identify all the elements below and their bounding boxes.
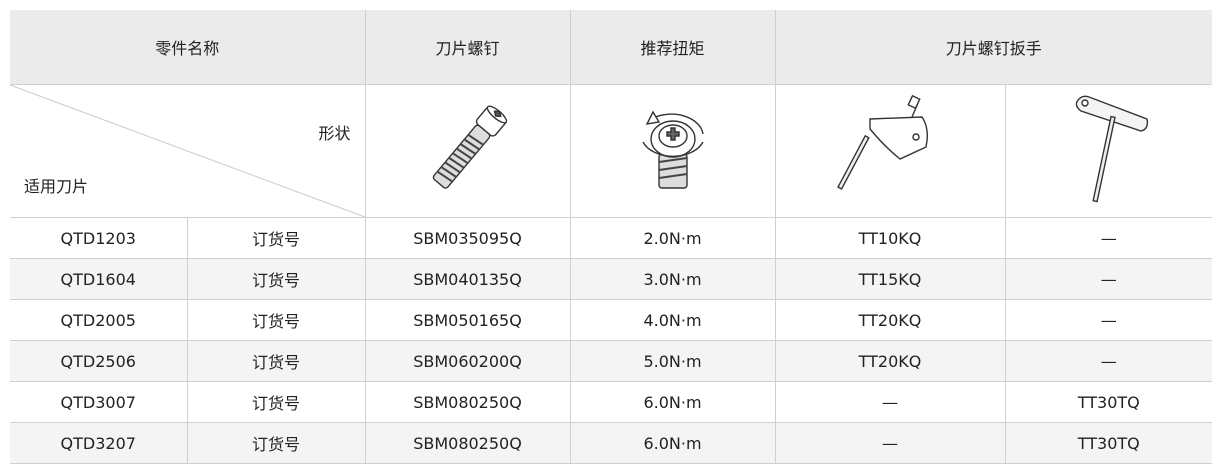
data-cell: QTD3207	[10, 422, 188, 464]
data-cell: TT20KQ	[774, 299, 1006, 341]
data-cell: TT10KQ	[774, 217, 1006, 259]
data-cell: 4.0N·m	[569, 299, 776, 341]
wrench-image-cell	[1004, 84, 1213, 218]
header-cell: 刀片螺钉扳手	[774, 10, 1213, 85]
data-cell: QTD1604	[10, 258, 188, 300]
data-cell: QTD2005	[10, 299, 188, 341]
insert-label: 适用刀片	[24, 177, 89, 196]
image-row: 形状 适用刀片	[10, 84, 1213, 218]
data-cell: SBM040135Q	[364, 258, 571, 300]
data-row: QTD1203 订货号 SBM035095Q 2.0N·m TT10KQ —	[10, 217, 1213, 259]
data-cell: 订货号	[186, 299, 366, 341]
data-cell: TT30TQ	[1004, 422, 1213, 464]
data-cell: SBM050165Q	[364, 299, 571, 341]
data-cell: —	[1004, 217, 1213, 259]
data-cell: 订货号	[186, 217, 366, 259]
header-cell: 推荐扭矩	[569, 10, 776, 85]
data-cell: 订货号	[186, 422, 366, 464]
data-cell: —	[774, 422, 1006, 464]
data-cell: 订货号	[186, 258, 366, 300]
wrench-image-cell	[774, 84, 1006, 218]
data-cell: 5.0N·m	[569, 340, 776, 382]
data-cell: 订货号	[186, 340, 366, 382]
data-cell: 订货号	[186, 381, 366, 423]
l-wrench-icon	[1075, 95, 1148, 203]
data-cell: TT20KQ	[774, 340, 1006, 382]
data-cell: SBM035095Q	[364, 217, 571, 259]
torque-image-cell	[569, 84, 776, 218]
data-cell: —	[1004, 340, 1213, 382]
parts-table: 零件名称 刀片螺钉 推荐扭矩 刀片螺钉扳手 形状 适用刀片 QTD1203 订货号…	[10, 10, 1213, 464]
data-cell: 2.0N·m	[569, 217, 776, 259]
torque-icon	[641, 110, 704, 189]
data-row: QTD3007 订货号 SBM080250Q 6.0N·m — TT30TQ	[10, 381, 1213, 423]
data-cell: —	[1004, 258, 1213, 300]
data-cell: QTD1203	[10, 217, 188, 259]
diagonal-line	[10, 85, 365, 217]
header-row: 零件名称 刀片螺钉 推荐扭矩 刀片螺钉扳手	[10, 10, 1213, 85]
header-cell: 刀片螺钉	[364, 10, 571, 85]
data-cell: QTD2506	[10, 340, 188, 382]
screw-image-cell	[364, 84, 571, 218]
data-cell: TT30TQ	[1004, 381, 1213, 423]
data-cell: SBM080250Q	[364, 381, 571, 423]
data-cell: 6.0N·m	[569, 381, 776, 423]
data-cell: —	[1004, 299, 1213, 341]
data-cell: SBM080250Q	[364, 422, 571, 464]
data-row: QTD3207 订货号 SBM080250Q 6.0N·m — TT30TQ	[10, 422, 1213, 464]
data-cell: SBM060200Q	[364, 340, 571, 382]
data-row: QTD2506 订货号 SBM060200Q 5.0N·m TT20KQ —	[10, 340, 1213, 382]
data-row: QTD2005 订货号 SBM050165Q 4.0N·m TT20KQ —	[10, 299, 1213, 341]
t-wrench-icon	[837, 94, 929, 190]
data-cell: —	[774, 381, 1006, 423]
data-cell: 3.0N·m	[569, 258, 776, 300]
data-cell: TT15KQ	[774, 258, 1006, 300]
data-cell: QTD3007	[10, 381, 188, 423]
screw-icon	[432, 105, 507, 189]
data-row: QTD1604 订货号 SBM040135Q 3.0N·m TT15KQ —	[10, 258, 1213, 300]
header-cell: 零件名称	[10, 10, 366, 85]
diagonal-cell: 形状 适用刀片	[10, 84, 366, 218]
shape-label: 形状	[318, 124, 351, 143]
data-cell: 6.0N·m	[569, 422, 776, 464]
